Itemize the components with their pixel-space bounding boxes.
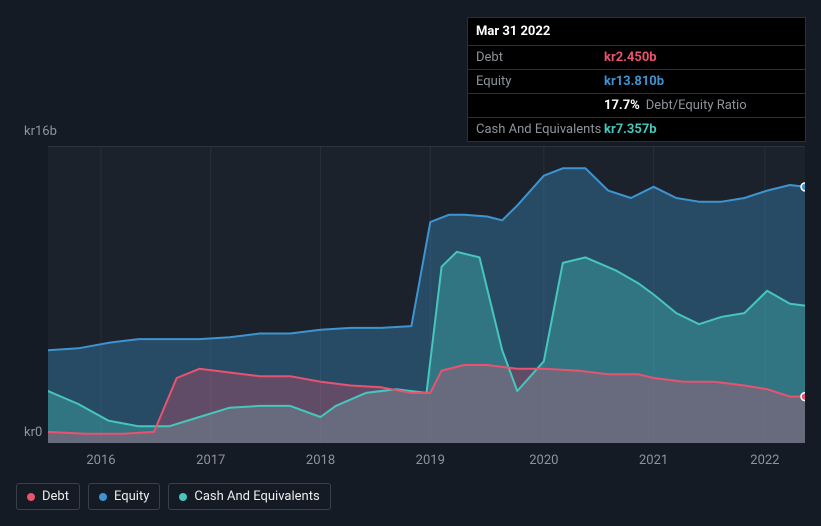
end-dot-equity — [801, 183, 805, 191]
tooltip-row-label: Cash And Equivalents — [476, 122, 604, 137]
legend-dot-icon — [27, 493, 35, 501]
chart-container: { "tooltip": { "date": "Mar 31 2022", "r… — [0, 0, 821, 526]
legend-dot-icon — [99, 493, 107, 501]
tooltip-row-value: kr13.810b — [604, 74, 664, 89]
legend-label: Equity — [114, 489, 149, 504]
hover-tooltip: Mar 31 2022 Debtkr2.450bEquitykr13.810b1… — [467, 17, 806, 142]
tooltip-row-label — [476, 98, 604, 113]
tooltip-row: Equitykr13.810b — [468, 69, 805, 93]
chart-legend: Debt Equity Cash And Equivalents — [16, 483, 331, 510]
x-axis-tick: 2016 — [86, 453, 115, 468]
x-axis-tick: 2018 — [306, 453, 335, 468]
tooltip-row: 17.7% Debt/Equity Ratio — [468, 93, 805, 117]
x-axis-tick: 2020 — [529, 453, 558, 468]
tooltip-row: Cash And Equivalentskr7.357b — [468, 117, 805, 141]
end-dot-debt — [801, 393, 805, 401]
legend-dot-icon — [179, 493, 187, 501]
line-chart — [48, 146, 805, 443]
y-axis-min-label: kr0 — [24, 425, 42, 440]
x-axis-tick: 2022 — [750, 453, 779, 468]
tooltip-row-value: 17.7% — [604, 98, 640, 113]
tooltip-row: Debtkr2.450b — [468, 45, 805, 69]
x-axis-tick: 2019 — [416, 453, 445, 468]
tooltip-row-label: Debt — [476, 50, 604, 65]
x-axis-tick: 2017 — [196, 453, 225, 468]
legend-item-cash-and-equivalents[interactable]: Cash And Equivalents — [168, 483, 330, 510]
tooltip-date: Mar 31 2022 — [468, 18, 805, 45]
legend-item-debt[interactable]: Debt — [16, 483, 80, 510]
tooltip-row-label: Equity — [476, 74, 604, 89]
tooltip-row-value: kr2.450b — [604, 50, 657, 65]
y-axis-max-label: kr16b — [24, 124, 57, 139]
tooltip-row-note: Debt/Equity Ratio — [646, 98, 747, 113]
legend-label: Debt — [42, 489, 69, 504]
tooltip-row-value: kr7.357b — [604, 122, 657, 137]
legend-item-equity[interactable]: Equity — [88, 483, 160, 510]
legend-label: Cash And Equivalents — [194, 489, 319, 504]
x-axis-tick: 2021 — [639, 453, 668, 468]
